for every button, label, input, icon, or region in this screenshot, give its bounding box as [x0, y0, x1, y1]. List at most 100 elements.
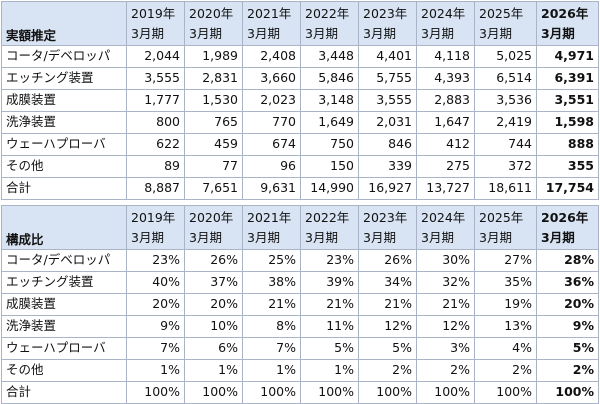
row-label: コータ/デベロッパ	[1, 45, 127, 68]
table-cell: 100%	[474, 381, 537, 404]
table-cell: 5,025	[474, 45, 537, 68]
column-header: 2020年 3月期	[184, 1, 243, 46]
table-cell: 3,448	[300, 45, 359, 68]
column-header: 2023年 3月期	[358, 1, 417, 46]
table-cell: 3,660	[242, 67, 301, 90]
table-cell: 3,555	[126, 67, 185, 90]
row-label: 洗浄装置	[1, 315, 127, 338]
table-row: コータ/デベロッパ 23% 26% 25% 23% 26% 30% 27% 28%	[1, 249, 599, 272]
table-cell: 1,598	[536, 111, 599, 134]
row-label: 合計	[1, 381, 127, 404]
table-cell: 39%	[300, 271, 359, 294]
table-cell: 32%	[416, 271, 475, 294]
table-cell: 89	[126, 155, 185, 178]
column-header-year: 2026年	[541, 209, 589, 225]
table-cell: 750	[300, 133, 359, 156]
table-row: エッチング装置 40% 37% 38% 39% 34% 32% 35% 36%	[1, 271, 599, 294]
column-header-year: 2026年	[541, 5, 589, 21]
table-cell: 38%	[242, 271, 301, 294]
column-header-year: 2025年	[479, 5, 524, 21]
row-label: 成膜装置	[1, 89, 127, 112]
table-cell: 888	[536, 133, 599, 156]
table-cell: 5%	[358, 337, 417, 360]
table-cell: 2,419	[474, 111, 537, 134]
table-cell: 1,530	[184, 89, 243, 112]
column-header-year: 2022年	[305, 5, 350, 21]
column-header: 2019年 3月期	[126, 1, 185, 46]
column-header: 2019年 3月期	[126, 205, 185, 250]
amounts-table: 実額推定 2019年 3月期 2020年 3月期 2021年 3月期 2022年 3月期 2023…	[1, 1, 599, 200]
table-cell: 622	[126, 133, 185, 156]
table-title: 構成比	[1, 205, 127, 250]
table-cell: 100%	[416, 381, 475, 404]
table-cell: 7,651	[184, 177, 243, 200]
table-cell: 2,023	[242, 89, 301, 112]
table-cell: 1,777	[126, 89, 185, 112]
column-header-year: 2019年	[131, 5, 176, 21]
column-header: 2021年 3月期	[242, 1, 301, 46]
table-cell: 40%	[126, 271, 185, 294]
table-cell: 12%	[416, 315, 475, 338]
table-cell: 7%	[242, 337, 301, 360]
table-cell: 1%	[242, 359, 301, 382]
row-label: その他	[1, 359, 127, 382]
row-label: コータ/デベロッパ	[1, 249, 127, 272]
column-header-year: 2023年	[363, 5, 408, 21]
table-cell: 2%	[536, 359, 599, 382]
table-cell: 96	[242, 155, 301, 178]
column-header: 2024年 3月期	[416, 1, 475, 46]
table-cell: 100%	[358, 381, 417, 404]
table-cell: 3%	[416, 337, 475, 360]
column-header-year: 2020年	[189, 5, 234, 21]
row-label: ウェーハプローバ	[1, 133, 127, 156]
column-header-period: 3月期	[363, 25, 396, 41]
table-row: 洗浄装置 800 765 770 1,649 2,031 1,647 2,419 1,598	[1, 111, 599, 134]
column-header: 2026年 3月期	[536, 205, 599, 250]
header-row: 実額推定 2019年 3月期 2020年 3月期 2021年 3月期 2022年 3月期 2023…	[1, 1, 599, 46]
table-cell: 25%	[242, 249, 301, 272]
table-row: その他 1% 1% 1% 1% 2% 2% 2% 2%	[1, 359, 599, 382]
table-row: その他 89 77 96 150 339 275 372 355	[1, 155, 599, 178]
column-header-year: 2024年	[421, 5, 466, 21]
table-cell: 4,118	[416, 45, 475, 68]
table-cell: 2,031	[358, 111, 417, 134]
table-cell: 100%	[184, 381, 243, 404]
row-label: エッチング装置	[1, 271, 127, 294]
table-cell: 7%	[126, 337, 185, 360]
row-label: 成膜装置	[1, 293, 127, 316]
table-cell: 21%	[416, 293, 475, 316]
table-cell: 100%	[242, 381, 301, 404]
table-cell: 674	[242, 133, 301, 156]
table-row: ウェーハプローバ 7% 6% 7% 5% 5% 3% 4% 5%	[1, 337, 599, 360]
column-header-year: 2025年	[479, 209, 524, 225]
table-cell: 21%	[300, 293, 359, 316]
table-cell: 20%	[536, 293, 599, 316]
table-cell: 765	[184, 111, 243, 134]
column-header-year: 2022年	[305, 209, 350, 225]
table-row: 合計 100% 100% 100% 100% 100% 100% 100% 100%	[1, 381, 599, 404]
table-cell: 26%	[184, 249, 243, 272]
table-title: 実額推定	[1, 1, 127, 46]
table-cell: 846	[358, 133, 417, 156]
table-cell: 6,391	[536, 67, 599, 90]
table-cell: 6%	[184, 337, 243, 360]
column-header-period: 3月期	[541, 229, 575, 245]
table-cell: 3,148	[300, 89, 359, 112]
table-cell: 2%	[358, 359, 417, 382]
column-header-period: 3月期	[421, 229, 454, 245]
column-header: 2020年 3月期	[184, 205, 243, 250]
table-cell: 275	[416, 155, 475, 178]
table-cell: 8,887	[126, 177, 185, 200]
table-cell: 1,989	[184, 45, 243, 68]
table-cell: 3,536	[474, 89, 537, 112]
table-row: 合計 8,887 7,651 9,631 14,990 16,927 13,727 18,61…	[1, 177, 599, 200]
table-cell: 2,044	[126, 45, 185, 68]
column-header-year: 2021年	[247, 5, 292, 21]
column-header: 2022年 3月期	[300, 1, 359, 46]
table-cell: 36%	[536, 271, 599, 294]
column-header-period: 3月期	[479, 229, 512, 245]
table-cell: 9,631	[242, 177, 301, 200]
table-cell: 2%	[416, 359, 475, 382]
table-cell: 339	[358, 155, 417, 178]
